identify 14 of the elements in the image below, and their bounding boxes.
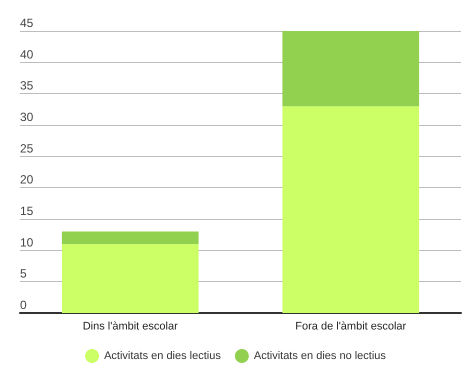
y-tick-label: 10 [20,235,34,250]
x-tick-label: Dins l'àmbit escolar [82,320,178,332]
y-tick-label: 0 [20,298,27,312]
x-tick-label: Fora de l'àmbit escolar [295,320,407,332]
y-tick-label: 45 [20,16,34,30]
y-tick-label: 35 [20,78,34,93]
y-tick-label: 25 [20,141,34,156]
legend-label: Activitats en dies lectius [104,350,222,362]
y-tick-label: 20 [20,172,34,187]
y-tick-label: 30 [20,110,34,124]
legend-label: Activitats en dies no lectius [254,350,386,362]
y-tick-label: 5 [20,266,27,281]
y-tick-label: 40 [20,47,34,62]
y-tick-label: 15 [20,204,34,218]
